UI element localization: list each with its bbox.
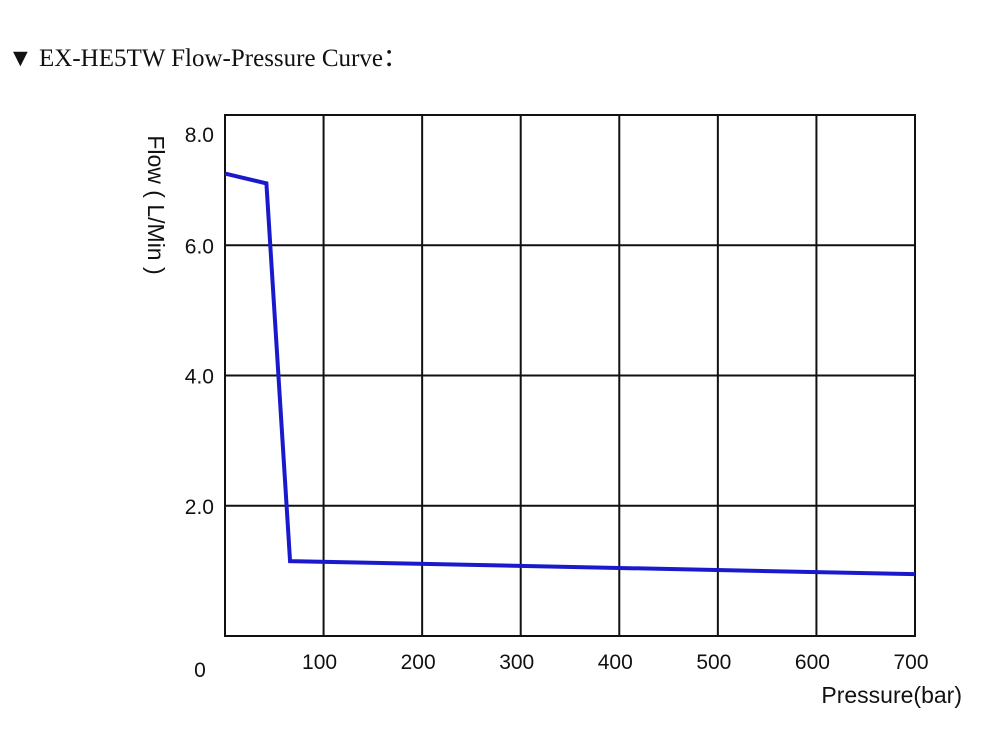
x-tick-label: 400 bbox=[598, 651, 633, 674]
x-tick-label: 700 bbox=[893, 651, 928, 674]
y-axis-label: Flow ( L/Min ) bbox=[143, 135, 169, 274]
x-tick-label: 200 bbox=[401, 651, 436, 674]
x-tick-label: 300 bbox=[499, 651, 534, 674]
y-tick-label: 8.0 bbox=[185, 124, 214, 147]
x-tick-label: 0 bbox=[194, 659, 206, 682]
x-tick-label: 500 bbox=[696, 651, 731, 674]
flow-curve-line bbox=[224, 171, 916, 577]
x-tick-label: 600 bbox=[795, 651, 830, 674]
plot-frame bbox=[224, 114, 916, 637]
y-tick-label: 2.0 bbox=[185, 496, 214, 519]
chart-title-text: EX-HE5TW Flow-Pressure Curve： bbox=[39, 45, 408, 72]
y-tick-label: 6.0 bbox=[185, 235, 214, 258]
chart-title: ▼ EX-HE5TW Flow-Pressure Curve： bbox=[8, 38, 408, 74]
x-tick-label: 100 bbox=[302, 651, 337, 674]
y-tick-label: 4.0 bbox=[185, 366, 214, 389]
triangle-down-icon: ▼ bbox=[8, 45, 33, 72]
x-axis-label: Pressure(bar) bbox=[821, 682, 962, 708]
